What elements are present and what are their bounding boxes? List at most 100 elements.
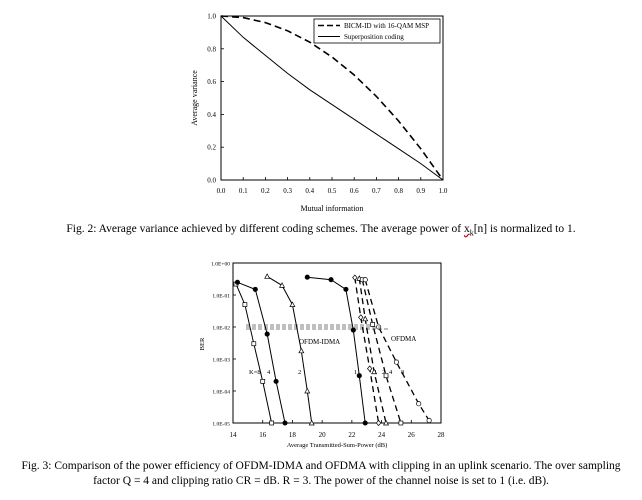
fig3-marker-circle xyxy=(393,359,399,365)
fig3-marker-triangle xyxy=(362,315,369,322)
fig3-marker-dot xyxy=(234,279,241,285)
fig3-marker-diamond xyxy=(352,274,358,281)
fig3-annotation-ofdma-1: 1 xyxy=(374,369,377,376)
fig3-x-ticks: 14 16 18 20 22 24 26 28 xyxy=(230,420,446,439)
fig2-x-ticks: 0.0 0.1 0.2 0.3 0.4 0.5 0.6 0.7 0.8 0.9 1.0 xyxy=(217,177,448,195)
fig3-annotation-idma-4: 4 xyxy=(267,369,271,376)
fig3-marker-circle xyxy=(416,401,422,407)
figure-3-chart: 14 16 18 20 22 24 26 28 1.0E+001.0E-011.0E-021.… xyxy=(199,262,445,450)
fig3-annotation-ofdma-2: 2 xyxy=(382,369,385,376)
fig3-marker-triangle xyxy=(383,419,390,426)
fig3-x-tick-label: 28 xyxy=(438,431,446,439)
fig2-series-superposition xyxy=(220,15,444,181)
fig3-marker-circle xyxy=(362,277,368,283)
fig3-marker-dot xyxy=(273,378,279,384)
fig3-y-tick-label: 1.0E-01 xyxy=(212,294,230,300)
fig3-x-tick-label: 26 xyxy=(408,431,416,439)
fig3-x-tick-label: 24 xyxy=(378,431,386,439)
fig3-marker-dot xyxy=(356,373,362,379)
fig2-x-tick-label: 0.4 xyxy=(305,187,314,195)
fig2-y-tick-label: 0.4 xyxy=(207,111,216,119)
fig3-marker-square xyxy=(370,322,376,327)
fig3-x-tick-label: 16 xyxy=(259,431,267,439)
fig3-marker-dot xyxy=(350,327,356,333)
fig3-x-tick-label: 20 xyxy=(319,431,327,439)
fig2-legend-label-bicm: BICM-ID with 16-QAM MSP xyxy=(344,22,429,30)
fig3-annotation-ofdma-8: 8 xyxy=(401,369,404,376)
fig3-y-tick-label: 1.0E-03 xyxy=(212,358,230,364)
caption-variable-symbol: x xyxy=(463,223,470,235)
fig3-annotation-ofdm-idma: OFDM-IDMA xyxy=(299,338,340,346)
fig3-marker-dot xyxy=(328,277,334,283)
fig3-x-tick-label: 22 xyxy=(348,431,356,439)
fig2-x-tick-label: 0.9 xyxy=(416,187,425,195)
fig3-x-tick-label: 18 xyxy=(289,431,297,439)
fig2-y-axis-label: Average variance xyxy=(190,70,199,126)
fig2-x-tick-label: 0.6 xyxy=(350,187,359,195)
fig3-series-ofdma-k4 xyxy=(361,279,402,424)
fig3-marker-dot xyxy=(304,274,310,280)
fig3-x-axis-label: Average Transmitted-Sum-Power (dB) xyxy=(287,442,388,449)
fig3-series-ofdm-idma-k8 xyxy=(235,283,273,424)
fig2-legend-label-superposition: Superposition coding xyxy=(344,33,404,41)
fig3-x-tick-label: 14 xyxy=(230,431,238,439)
fig2-y-tick-label: 0.2 xyxy=(207,144,216,152)
fig3-y-tick-label: 1.0E-04 xyxy=(212,390,230,396)
fig2-legend-box xyxy=(313,18,441,44)
fig3-marker-square xyxy=(269,420,274,426)
fig2-x-axis-label: Mutual information xyxy=(301,204,364,213)
fig3-series-ofdma-k8 xyxy=(364,279,430,421)
fig3-y-axis-label: BER xyxy=(199,337,206,350)
fig3-marker-square xyxy=(260,379,266,384)
fig3-marker-triangle xyxy=(304,387,311,394)
fig2-x-tick-label: 0.1 xyxy=(239,187,248,195)
fig3-y-tick-label: 1.0E-05 xyxy=(212,422,230,428)
fig2-x-tick-label: 0.8 xyxy=(394,187,403,195)
fig3-marker-square xyxy=(251,341,257,347)
fig3-marker-triangle xyxy=(298,347,305,354)
fig2-x-tick-label: 0.0 xyxy=(217,187,226,195)
fig3-marker-triangle xyxy=(289,301,296,307)
fig3-marker-square xyxy=(383,373,389,379)
fig3-series-ofdm-idma-k2 xyxy=(266,275,313,424)
fig3-marker-triangle xyxy=(308,419,315,426)
fig2-y-tick-label: 0.8 xyxy=(207,45,216,53)
fig2-series xyxy=(220,15,444,181)
fig3-annotation-idma-2: 2 xyxy=(298,369,301,376)
fig3-series xyxy=(233,273,432,427)
caption-variable: xk xyxy=(463,223,474,238)
fig3-marker-triangle xyxy=(371,368,378,375)
fig3-marker-diamond xyxy=(367,365,373,372)
figure-3-caption: Fig. 3: Comparison of the power efficien… xyxy=(21,460,621,487)
caption-text-end: [n] is normalized to 1. xyxy=(473,223,576,235)
fig3-series-ofdm-idma-k1 xyxy=(307,276,366,424)
fig3-marker-square xyxy=(242,302,248,307)
fig3-y-ticks: 1.0E+00 1.0E-01 1.0E-02 1.0E-03 1.0E-04 1.0E-… xyxy=(211,262,236,428)
fig2-y-tick-label: 1.0 xyxy=(207,13,216,21)
fig2-y-tick-label: 0.6 xyxy=(207,78,216,86)
fig3-marker-square xyxy=(398,420,404,426)
fig3-marker-diamond xyxy=(375,419,382,427)
fig3-marker-circle xyxy=(426,417,432,424)
fig3-y-tick-label: 1.0E-02 xyxy=(212,326,230,332)
fig2-legend: BICM-ID with 16-QAM MSP Superposition co… xyxy=(313,18,441,44)
fig3-marker-dot xyxy=(264,331,270,337)
fig3-marker-dot xyxy=(362,420,368,426)
fig3-marker-triangle xyxy=(279,282,286,288)
caption-variable-subscript: k xyxy=(469,228,474,238)
fig2-x-tick-label: 0.5 xyxy=(328,187,337,195)
fig3-marker-dot xyxy=(343,286,349,292)
fig3-series-ofdma-k2 xyxy=(358,278,387,424)
figure-2-caption: Fig. 2: Average variance achieved by dif… xyxy=(0,222,642,240)
fig3-y-tick-label: 1.0E+00 xyxy=(211,262,230,268)
fig3-marker-diamond xyxy=(358,314,364,321)
fig3-reference-guides xyxy=(246,324,390,330)
fig3-marker-dot xyxy=(252,286,258,292)
fig2-x-tick-label: 0.3 xyxy=(283,187,292,195)
fig3-marker-dot xyxy=(282,420,288,426)
fig3-annotation-k8: K=8 xyxy=(249,369,261,376)
fig3-plot-frame xyxy=(232,262,442,424)
caption-text: Fig. 2: Average variance achieved by dif… xyxy=(66,223,464,235)
fig2-x-tick-label: 1.0 xyxy=(439,187,448,195)
